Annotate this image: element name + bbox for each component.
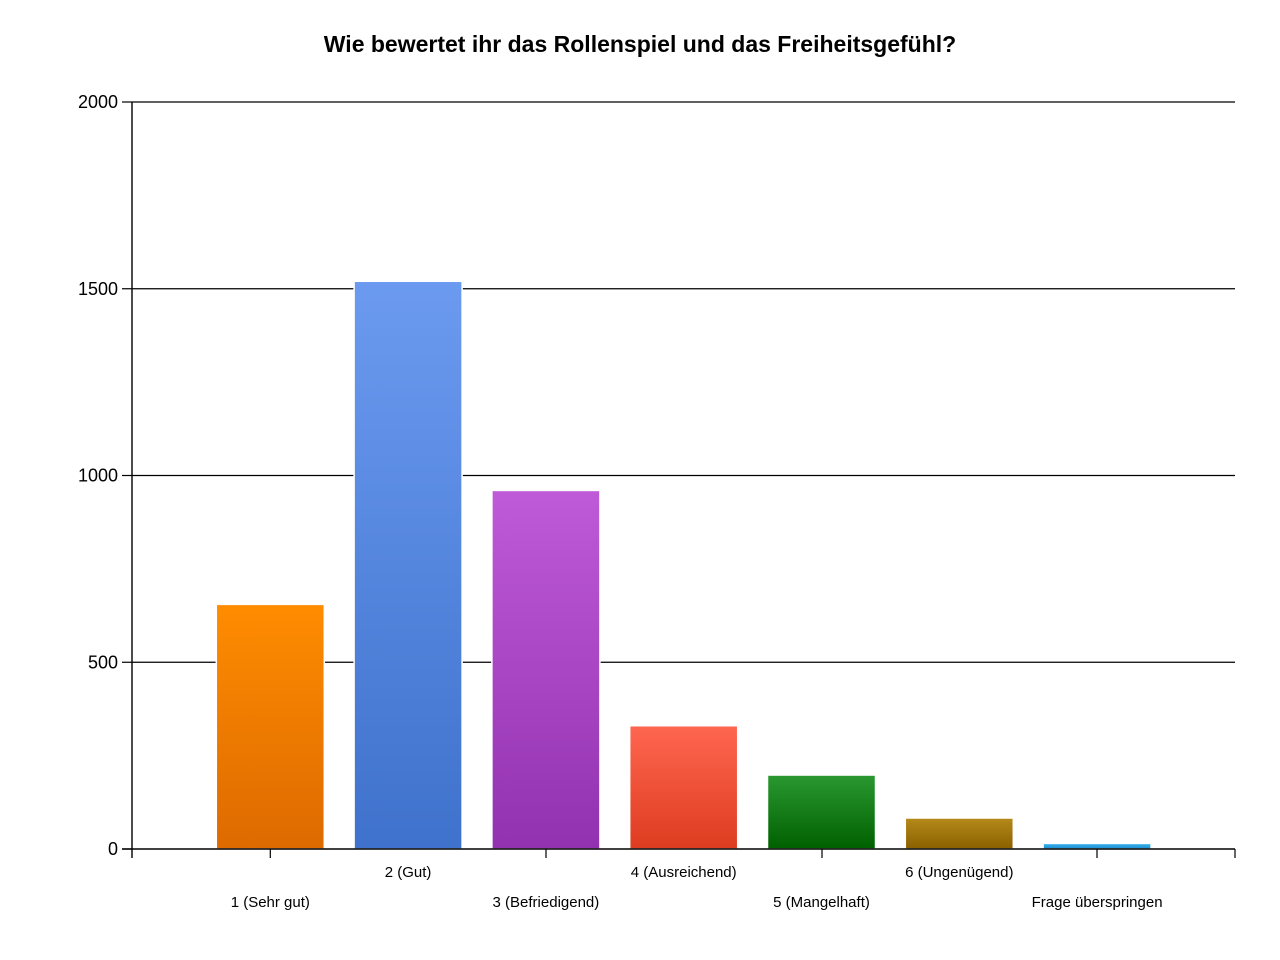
- gridlines: [132, 101, 1235, 663]
- y-tick-label-0: 0: [108, 839, 118, 859]
- y-tick-label-1000: 1000: [78, 466, 118, 486]
- y-tick-label-500: 500: [88, 652, 118, 672]
- y-tick-label-1500: 1500: [78, 279, 118, 299]
- bar-2: [353, 280, 463, 850]
- x-tick-label-5: 5 (Mangelhaft): [773, 894, 870, 911]
- bar-7: [1042, 842, 1152, 850]
- x-tick-label-3: 3 (Befriedigend): [493, 894, 600, 911]
- y-tick-label-2000: 2000: [78, 92, 118, 112]
- x-tick-label-1: 1 (Sehr gut): [231, 894, 310, 911]
- chart-title: Wie bewertet ihr das Rollenspiel und das…: [324, 31, 956, 57]
- bar-3: [491, 489, 601, 850]
- x-axis-ticks: 1 (Sehr gut) 2 (Gut) 3 (Befriedigend) 4 (Au…: [231, 849, 1236, 911]
- x-tick-label-6: 6 (Ungenügend): [905, 864, 1013, 881]
- bar-5: [766, 774, 877, 850]
- x-tick-label-2: 2 (Gut): [385, 864, 432, 881]
- bar-1: [215, 603, 326, 850]
- bar-4: [628, 724, 739, 850]
- bar-6: [904, 817, 1015, 850]
- x-tick-label-4: 4 (Ausreichend): [631, 864, 737, 881]
- x-tick-label-7: Frage überspringen: [1032, 894, 1163, 911]
- y-axis-ticks: 0 500 1000 1500 2000: [78, 92, 132, 859]
- bars: [215, 280, 1152, 850]
- axes: [122, 102, 1235, 858]
